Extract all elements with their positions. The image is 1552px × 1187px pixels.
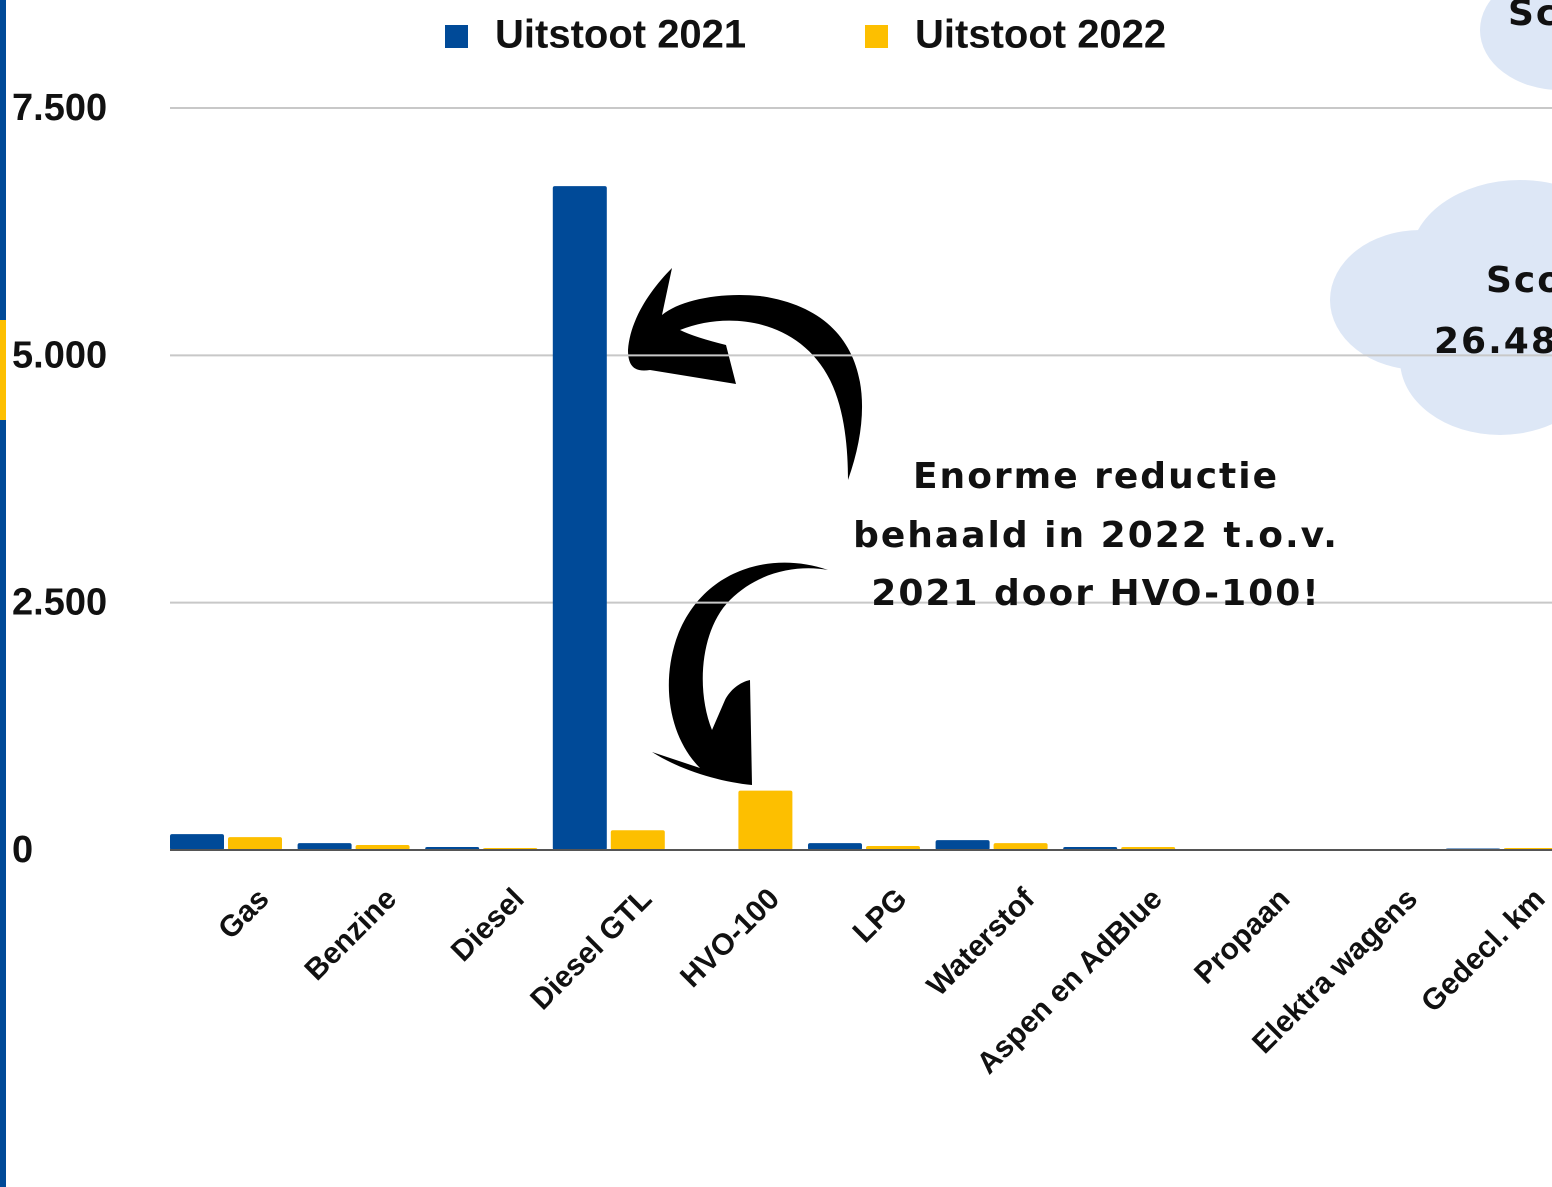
bar bbox=[936, 840, 990, 850]
chart: 0 2.500 5.000 7.500 Gas Benzine DieselDiesel G… bbox=[0, 0, 1552, 1187]
legend-label: Uitstoot 2022 bbox=[915, 13, 1166, 57]
arrow-down bbox=[652, 563, 828, 785]
annotation: Enorme reductie bbox=[913, 456, 1279, 497]
side-strip-accent bbox=[0, 320, 6, 420]
y-tick-label: 0 bbox=[12, 829, 33, 871]
legend-swatch bbox=[445, 25, 468, 48]
x-tick-label: Gas bbox=[212, 882, 275, 945]
y-tick-label: 2.500 bbox=[12, 582, 107, 624]
annotation: 2021 door HVO-100! bbox=[871, 573, 1320, 614]
bar bbox=[611, 830, 665, 850]
cloud-text: Sco bbox=[1486, 260, 1552, 301]
x-tick-label: Propaan bbox=[1188, 882, 1296, 990]
x-tick-label: LPG bbox=[847, 882, 914, 949]
arrow-up bbox=[628, 268, 862, 480]
x-tick-label: HVO-100 bbox=[674, 882, 786, 994]
x-tick-label: Diesel bbox=[445, 882, 531, 968]
annotation: behaald in 2022 t.o.v. bbox=[853, 515, 1339, 556]
x-tick-label: Diesel GTL bbox=[524, 882, 658, 1016]
bar bbox=[738, 791, 792, 850]
bar bbox=[228, 837, 282, 850]
bar bbox=[808, 843, 862, 850]
x-tick-label: Benzine bbox=[298, 882, 403, 987]
cloud-text: 26.48 bbox=[1434, 321, 1552, 362]
y-tick-label: 7.500 bbox=[12, 87, 107, 129]
bar bbox=[553, 186, 607, 850]
cloud-right bbox=[1330, 180, 1552, 435]
bar bbox=[298, 843, 352, 850]
bar bbox=[170, 834, 224, 850]
legend-swatch bbox=[865, 25, 888, 48]
bar bbox=[994, 843, 1048, 850]
legend-label: Uitstoot 2021 bbox=[495, 13, 746, 57]
x-tick-label: Gedecl. km bbox=[1415, 882, 1552, 1019]
x-tick-label: Waterstof bbox=[921, 882, 1042, 1003]
side-strip bbox=[0, 0, 6, 1187]
y-tick-label: 5.000 bbox=[12, 334, 107, 376]
cloud-text: Sc bbox=[1508, 0, 1552, 34]
